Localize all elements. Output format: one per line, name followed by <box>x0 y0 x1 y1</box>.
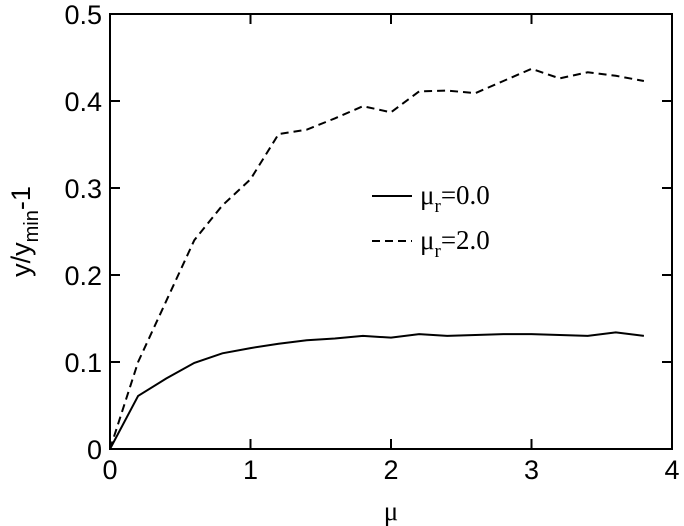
plot-frame <box>109 13 673 450</box>
y-tick-label: 0.3 <box>64 174 102 204</box>
line-series <box>109 331 645 450</box>
legend-label: μr=0.0 <box>420 180 490 217</box>
x-tick-label: 3 <box>524 455 539 485</box>
y-tick-label: 0.5 <box>64 0 102 30</box>
x-tick-label: 1 <box>243 455 258 485</box>
x-tick-label: 0 <box>102 455 117 485</box>
legend-label: μr=2.0 <box>420 225 490 262</box>
y-tick-label: 0.1 <box>64 348 102 378</box>
y-tick-label: 0.4 <box>64 87 102 117</box>
x-tick-label: 2 <box>383 455 398 485</box>
y-axis-label: y/ymin-1 <box>6 186 43 277</box>
line-series <box>109 67 645 450</box>
x-axis-label: μ <box>384 496 398 526</box>
y-tick-label: 0 <box>87 435 102 465</box>
y-tick-label: 0.2 <box>64 261 102 291</box>
x-tick-label: 4 <box>664 455 679 485</box>
